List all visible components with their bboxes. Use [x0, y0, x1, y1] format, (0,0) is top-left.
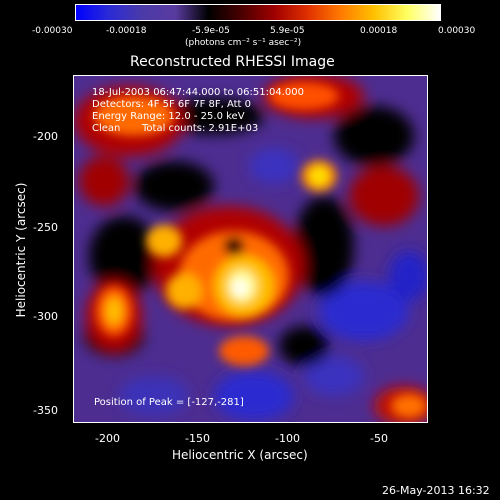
energy-range-label: Energy Range: 12.0 - 25.0 keV [92, 111, 245, 122]
x-axis-tick: -100 [275, 432, 300, 445]
colorbar-unit-label: (photons cm⁻² s⁻¹ asec⁻²) [185, 38, 302, 48]
x-axis-tick: -50 [370, 432, 388, 445]
y-axis-tick: -200 [33, 130, 58, 143]
colorbar-tick: -0.00018 [106, 26, 147, 36]
colorbar-tick: -5.9e-05 [192, 26, 230, 36]
footer-date: 26-May-2013 16:32 [382, 484, 490, 497]
rhessi-image [74, 76, 427, 422]
colorbar [75, 4, 441, 21]
detectors-label: Detectors: 4F 5F 6F 7F 8F, Att 0 [92, 99, 252, 110]
colorbar-tick: 5.9e-05 [270, 26, 305, 36]
peak-position-label: Position of Peak = [-127,-281] [94, 397, 244, 408]
x-axis-label: Heliocentric X (arcsec) [172, 448, 308, 462]
y-axis-tick: -300 [33, 310, 58, 323]
colorbar-tick: -0.00030 [32, 26, 73, 36]
y-axis-tick: -350 [33, 404, 58, 417]
clean-label: Clean [92, 123, 121, 134]
colorbar-tick: 0.00030 [438, 26, 476, 36]
y-axis-tick: -250 [33, 221, 58, 234]
total-counts-label: Total counts: 2.91E+03 [142, 123, 259, 134]
x-axis-tick: -150 [185, 432, 210, 445]
rhessi-image-plot: 18-Jul-2003 06:47:44.000 to 06:51:04.000… [73, 75, 428, 423]
x-axis-tick: -200 [95, 432, 120, 445]
plot-title: Reconstructed RHESSI Image [130, 54, 335, 70]
time-range-label: 18-Jul-2003 06:47:44.000 to 06:51:04.000 [92, 87, 304, 98]
y-axis-label: Heliocentric Y (arcsec) [14, 182, 28, 318]
colorbar-tick: 0.00018 [360, 26, 398, 36]
